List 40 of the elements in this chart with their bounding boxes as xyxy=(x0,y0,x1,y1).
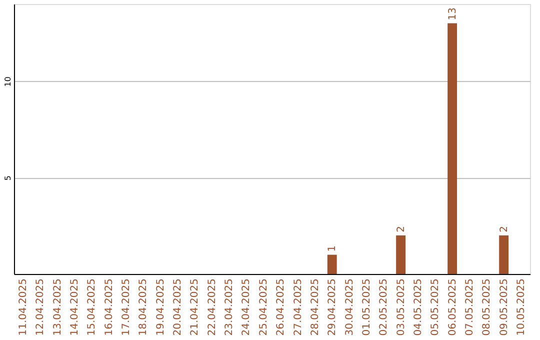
x-tick-label: 15.04.2025 xyxy=(86,278,98,336)
x-tick-label: 19.04.2025 xyxy=(155,278,166,336)
x-tick-label: 03.05.2025 xyxy=(396,278,407,336)
x-tick-label: 01.05.2025 xyxy=(361,278,372,336)
x-tick-label: 14.04.2025 xyxy=(70,278,81,336)
x-tick-label: 06.05.2025 xyxy=(447,278,458,336)
x-tick-label: 10.05.2025 xyxy=(516,278,527,336)
x-tick-label: 30.04.2025 xyxy=(344,278,356,336)
x-tick-label: 20.04.2025 xyxy=(172,278,184,336)
bar xyxy=(448,23,458,274)
x-tick-label: 11.04.2025 xyxy=(18,278,30,336)
x-tick-label: 07.05.2025 xyxy=(464,278,476,336)
x-tick-label: 29.04.2025 xyxy=(327,278,338,336)
x-tick-label: 23.04.2025 xyxy=(224,278,236,336)
x-tick-label: 04.05.2025 xyxy=(412,278,424,336)
x-tick-label: 25.04.2025 xyxy=(258,278,270,336)
x-tick-label: 05.05.2025 xyxy=(430,278,442,336)
x-tick-label: 18.04.2025 xyxy=(138,278,150,336)
x-tick-label: 09.05.2025 xyxy=(498,278,510,336)
x-tick-label: 26.04.2025 xyxy=(276,278,287,336)
x-tick-label: 27.04.2025 xyxy=(292,278,304,336)
x-tick-label: 13.04.2025 xyxy=(52,278,64,336)
bar xyxy=(396,235,406,274)
x-tick-label: 24.04.2025 xyxy=(241,278,252,336)
x-tick-label: 16.04.2025 xyxy=(104,278,115,336)
y-tick-label: 10 xyxy=(4,76,12,87)
data-label: 2 xyxy=(396,226,407,232)
data-label: 1 xyxy=(327,245,338,252)
bar xyxy=(327,254,337,274)
data-label: 13 xyxy=(447,8,458,20)
bar xyxy=(499,235,509,274)
x-tick-label: 12.04.2025 xyxy=(35,278,46,336)
x-tick-label: 28.04.2025 xyxy=(310,278,321,336)
x-tick-label: 17.04.2025 xyxy=(121,278,132,336)
y-tick-label: 5 xyxy=(4,176,12,181)
x-tick-label: 02.05.2025 xyxy=(378,278,390,336)
x-tick-label: 08.05.2025 xyxy=(482,278,493,336)
x-tick-label: 22.04.2025 xyxy=(206,278,218,336)
x-tick-label: 21.04.2025 xyxy=(190,278,201,336)
data-label: 2 xyxy=(498,226,510,232)
